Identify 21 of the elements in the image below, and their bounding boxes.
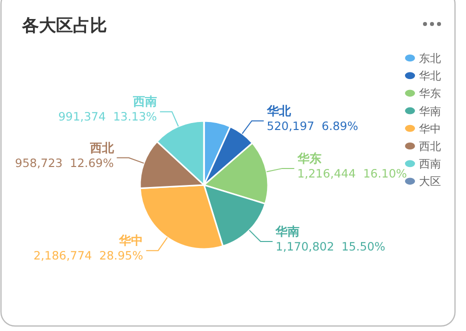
data-label: 2,186,774 28.95% [33, 248, 144, 263]
slice-label: 西北 [88, 140, 115, 155]
data-label: 1,216,444 16.10% [297, 166, 408, 180]
data-label: 1,170,802 15.50% [276, 240, 386, 254]
legend-label: 西北 [419, 140, 441, 153]
slice-label: 华北 [266, 104, 292, 118]
chart-title: 各大区占比 [21, 16, 107, 36]
data-label: 991,374 13.13% [58, 110, 158, 124]
data-label: 520,197 6.89% [266, 118, 358, 133]
legend-label: 华北 [419, 70, 441, 83]
legend-label: 西南 [419, 158, 441, 171]
legend-label: 华东 [419, 87, 441, 100]
slice-label: 华南 [274, 224, 300, 239]
legend-label: 华南 [419, 104, 441, 118]
slice-label: 西南 [132, 94, 157, 109]
legend-label: 大区 [419, 175, 441, 188]
slice-label: 华东 [296, 151, 322, 166]
data-label: 958,723 12.69% [15, 156, 114, 170]
slice-label: 华中 [118, 234, 144, 248]
legend-label: 华中 [419, 122, 441, 136]
legend-label: 东北 [419, 52, 441, 65]
